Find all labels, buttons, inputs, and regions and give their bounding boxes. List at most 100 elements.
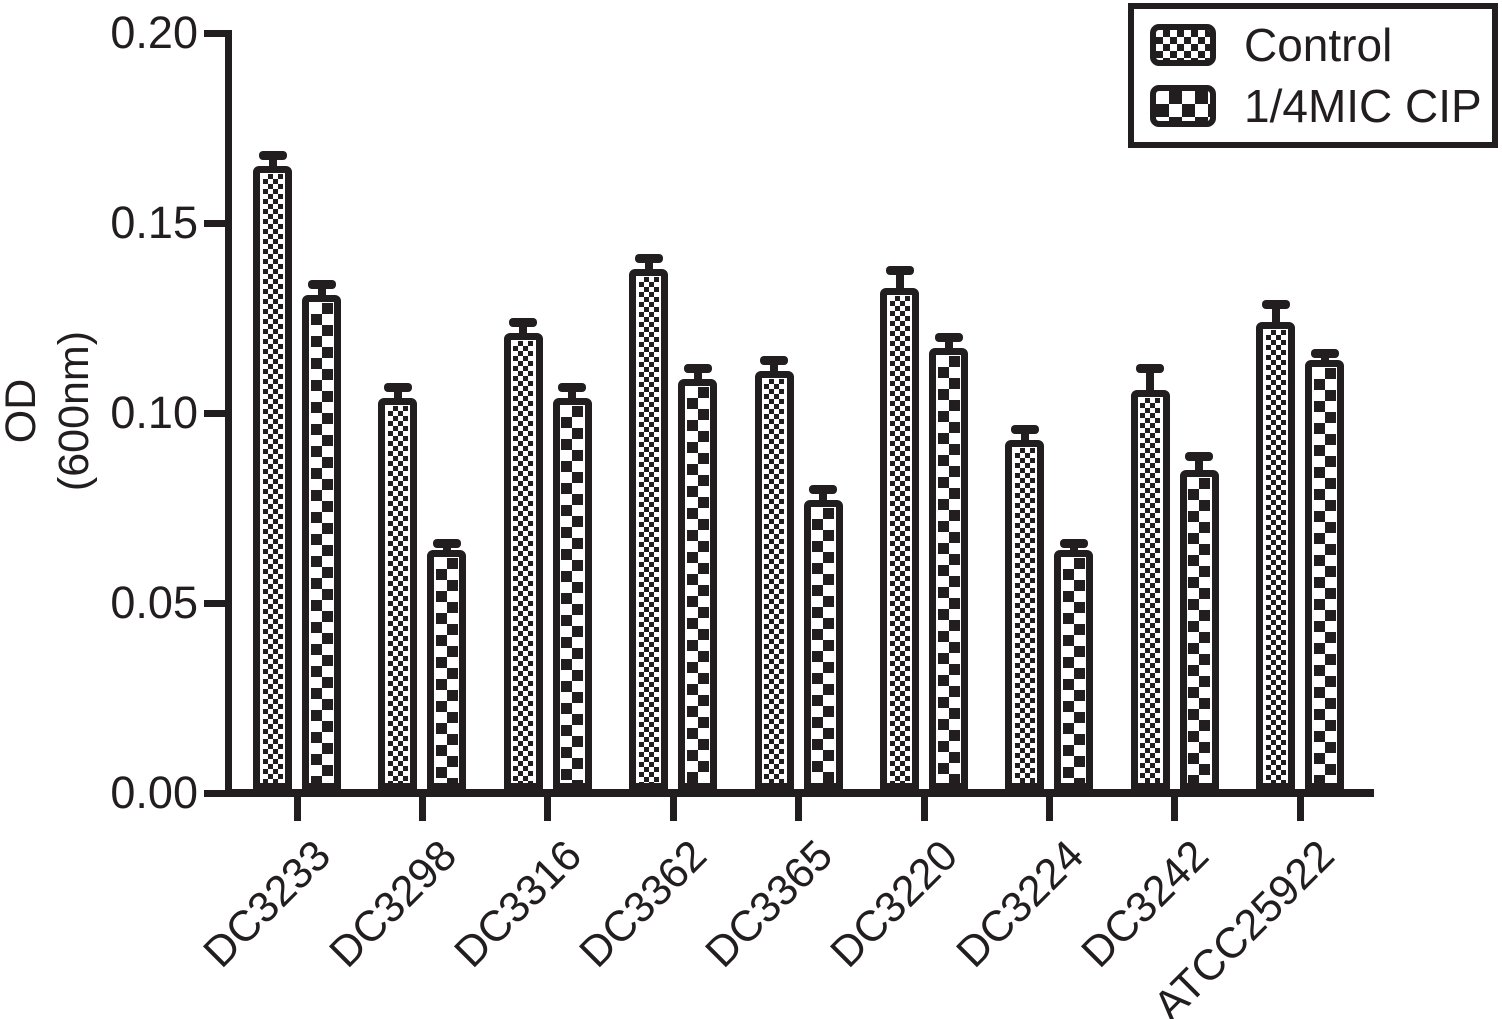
legend-label-quarter-mic-cip: 1/4MIC CIP xyxy=(1244,80,1482,133)
y-tick-label-0.00: 0.00 xyxy=(110,767,198,818)
error-bar-cap-1/4MIC CIP-DC3298 xyxy=(432,538,461,548)
quarter-mic-cip-bar-pattern xyxy=(686,386,709,783)
error-bar-stem-1/4MIC CIP-DC3220 xyxy=(944,340,953,353)
error-bar-stem-1/4MIC CIP-DC3316 xyxy=(568,389,577,402)
legend: Control 1/4MIC CIP xyxy=(1128,3,1498,148)
x-tick-DC3220 xyxy=(920,795,928,821)
bar-Control-ATCC25922 xyxy=(1256,321,1296,790)
error-bar-stem-Control-DC3365 xyxy=(770,363,779,376)
error-bar-cap-1/4MIC CIP-ATCC25922 xyxy=(1310,348,1339,358)
y-tick-0.20 xyxy=(204,30,225,37)
x-tick-DC3362 xyxy=(669,795,677,821)
legend-label-control: Control xyxy=(1244,18,1393,71)
quarter-mic-cip-bar-pattern xyxy=(1062,557,1085,783)
y-tick-label-0.05: 0.05 xyxy=(110,577,198,628)
error-bar-cap-Control-DC3362 xyxy=(634,253,663,263)
error-bar-cap-1/4MIC CIP-DC3365 xyxy=(809,485,838,495)
error-bar-cap-Control-DC3316 xyxy=(509,318,538,328)
error-bar-cap-Control-DC3298 xyxy=(383,382,412,392)
error-bar-stem-1/4MIC CIP-DC3242 xyxy=(1195,459,1204,474)
x-tick-DC3233 xyxy=(293,795,301,821)
x-tick-DC3365 xyxy=(795,795,803,821)
error-bar-stem-1/4MIC CIP-DC3233 xyxy=(317,287,326,300)
error-bar-cap-1/4MIC CIP-DC3362 xyxy=(683,363,712,373)
error-bar-stem-Control-ATCC25922 xyxy=(1271,306,1280,326)
error-bar-cap-Control-DC3365 xyxy=(760,356,789,366)
error-bar-stem-Control-DC3224 xyxy=(1020,431,1029,444)
y-tick-0.15 xyxy=(204,220,225,227)
bar-Control-DC3316 xyxy=(503,333,543,790)
error-bar-stem-1/4MIC CIP-DC3362 xyxy=(693,370,702,383)
error-bar-stem-1/4MIC CIP-DC3365 xyxy=(819,492,828,505)
error-bar-cap-1/4MIC CIP-DC3233 xyxy=(307,280,336,290)
error-bar-cap-1/4MIC CIP-DC3242 xyxy=(1185,452,1214,461)
y-tick-0.00 xyxy=(204,790,225,797)
bar-1/4MIC CIP-DC3220 xyxy=(929,348,968,790)
error-bar-stem-Control-DC3298 xyxy=(393,389,402,402)
quarter-mic-cip-bar-pattern xyxy=(812,508,835,783)
control-bar-pattern xyxy=(889,295,910,783)
legend-item-quarter-mic-cip: 1/4MIC CIP xyxy=(1150,80,1492,132)
control-bar-pattern xyxy=(764,379,785,783)
x-tick-DC3298 xyxy=(418,795,426,821)
control-bar-pattern xyxy=(262,174,283,783)
bar-Control-DC3233 xyxy=(253,166,292,790)
y-tick-label-0.15: 0.15 xyxy=(110,197,198,248)
bar-1/4MIC CIP-DC3298 xyxy=(427,549,467,790)
y-tick-label-0.10: 0.10 xyxy=(110,387,198,438)
bar-Control-DC3298 xyxy=(378,397,418,790)
x-category-label-DC3233: DC3233 xyxy=(194,831,341,977)
bar-1/4MIC CIP-DC3365 xyxy=(803,500,843,790)
error-bar-stem-Control-DC3242 xyxy=(1146,371,1155,395)
legend-item-control: Control xyxy=(1150,19,1492,71)
y-tick-0.10 xyxy=(204,410,225,417)
y-tick-label-0.20: 0.20 xyxy=(110,7,198,58)
quarter-mic-cip-bar-pattern xyxy=(1313,367,1336,783)
error-bar-cap-Control-DC3242 xyxy=(1136,364,1165,374)
control-bar-pattern xyxy=(1265,329,1286,783)
control-pattern-swatch xyxy=(1150,23,1216,66)
quarter-mic-cip-bar-pattern xyxy=(937,356,960,783)
quarter-mic-cip-bar-pattern xyxy=(310,303,333,783)
x-tick-DC3242 xyxy=(1171,795,1179,821)
bar-Control-DC3362 xyxy=(629,268,669,790)
control-bar-pattern xyxy=(1014,447,1035,783)
error-bar-stem-Control-DC3362 xyxy=(644,260,653,273)
quarter-mic-cip-bar-pattern xyxy=(435,557,458,783)
bar-1/4MIC CIP-DC3316 xyxy=(552,397,592,790)
x-category-label-DC3298: DC3298 xyxy=(320,831,466,977)
x-category-label-DC3224: DC3224 xyxy=(947,831,1093,977)
x-category-label-DC3365: DC3365 xyxy=(696,831,842,977)
x-category-label-DC3316: DC3316 xyxy=(445,831,592,977)
bar-1/4MIC CIP-DC3242 xyxy=(1179,470,1219,790)
error-bar-cap-Control-ATCC25922 xyxy=(1261,299,1290,309)
error-bar-cap-1/4MIC CIP-DC3220 xyxy=(934,333,963,343)
bar-Control-DC3224 xyxy=(1005,439,1045,790)
error-bar-cap-Control-DC3224 xyxy=(1010,424,1039,434)
control-bar-pattern xyxy=(1140,398,1161,783)
bar-1/4MIC CIP-DC3233 xyxy=(302,295,341,790)
bar-Control-DC3365 xyxy=(754,371,794,790)
bar-Control-DC3242 xyxy=(1130,390,1170,790)
x-category-label-DC3220: DC3220 xyxy=(821,831,968,977)
quarter-mic-cip-bar-pattern xyxy=(561,405,584,783)
bar-1/4MIC CIP-ATCC25922 xyxy=(1305,359,1345,790)
error-bar-cap-1/4MIC CIP-DC3316 xyxy=(558,382,587,392)
x-tick-DC3316 xyxy=(544,795,552,821)
control-bar-pattern xyxy=(513,341,534,783)
y-tick-0.05 xyxy=(204,600,225,607)
error-bar-cap-1/4MIC CIP-DC3224 xyxy=(1059,538,1088,548)
x-category-label-DC3362: DC3362 xyxy=(570,831,717,977)
error-bar-stem-Control-DC3220 xyxy=(895,272,904,292)
control-bar-pattern xyxy=(387,405,408,783)
error-bar-stem-Control-DC3316 xyxy=(519,325,528,338)
x-tick-ATCC25922 xyxy=(1296,795,1304,821)
x-axis-line xyxy=(225,789,1374,797)
error-bar-stem-Control-DC3233 xyxy=(268,158,277,170)
control-bar-pattern xyxy=(638,276,659,783)
bar-1/4MIC CIP-DC3224 xyxy=(1054,549,1094,790)
y-axis-line xyxy=(225,30,232,797)
bar-1/4MIC CIP-DC3362 xyxy=(678,378,718,790)
